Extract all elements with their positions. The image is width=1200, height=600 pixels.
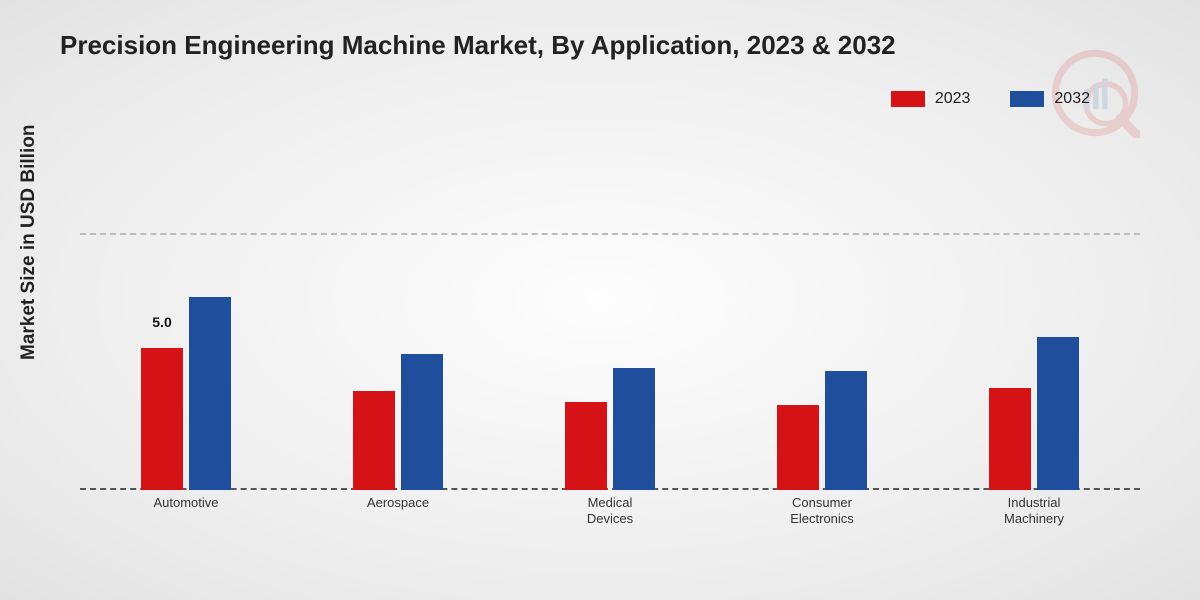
- y-axis-label: Market Size in USD Billion: [18, 125, 40, 360]
- x-label: Medical Devices: [587, 495, 633, 526]
- legend-item-2032: 2032: [1010, 90, 1090, 108]
- legend-swatch-2032: [1010, 91, 1044, 107]
- legend-item-2023: 2023: [891, 90, 971, 108]
- chart-title: Precision Engineering Machine Market, By…: [60, 30, 896, 61]
- bar: [825, 371, 867, 490]
- bar: [1037, 337, 1079, 490]
- bar: [613, 368, 655, 490]
- plot-area: 5.0: [80, 150, 1140, 490]
- x-label: Consumer Electronics: [790, 495, 854, 526]
- bar: [565, 402, 607, 490]
- legend: 2023 2032: [891, 90, 1090, 108]
- legend-label: 2032: [1054, 90, 1090, 108]
- x-label: Automotive: [153, 495, 218, 511]
- legend-label: 2023: [935, 90, 971, 108]
- x-axis-labels: Automotive Aerospace Medical Devices Consum…: [80, 495, 1140, 535]
- chart-container: Precision Engineering Machine Market, By…: [0, 0, 1200, 600]
- baseline: [80, 488, 1140, 490]
- bar: [141, 348, 183, 490]
- bar: [353, 391, 395, 490]
- x-label: Industrial Machinery: [1004, 495, 1064, 526]
- gridline: [80, 233, 1140, 235]
- bar: [189, 297, 231, 490]
- x-label: Aerospace: [367, 495, 429, 511]
- legend-swatch-2023: [891, 91, 925, 107]
- bar: [401, 354, 443, 490]
- value-label: 5.0: [152, 314, 171, 330]
- bar: [777, 405, 819, 490]
- bar: [989, 388, 1031, 490]
